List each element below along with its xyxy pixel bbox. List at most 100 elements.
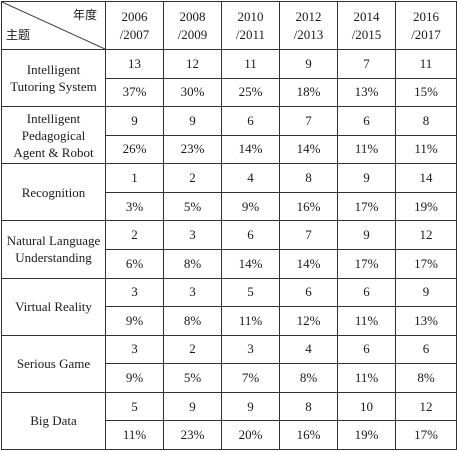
count-cell: 6 [337,106,396,136]
year-header: 2012/2013 [279,1,338,50]
percent-cell: 11% [105,420,164,450]
count-cell: 13 [105,49,164,79]
year-header: 2008/2009 [163,1,222,50]
percent-cell: 11% [337,306,396,336]
percent-cell: 19% [337,420,396,450]
count-cell: 12 [163,49,222,79]
percent-cell: 17% [337,191,396,222]
topic-cell: Intelligent Pedagogical Agent & Robot [1,106,106,165]
table-row: 9% 5% 7% 8% 11% 8% [2,363,457,393]
topic-cell: Recognition [1,163,106,222]
count-cell: 8 [279,391,338,422]
percent-cell: 13% [337,77,396,108]
count-cell: 9 [221,391,280,422]
percent-cell: 3% [105,191,164,222]
count-cell: 11 [221,49,280,79]
percent-cell: 23% [163,420,222,450]
topic-cell: Serious Game [1,334,106,393]
count-cell: 3 [163,277,222,308]
corner-cell: 年度 主题 [1,1,106,50]
table-row: 9% 8% 11% 12% 11% 13% [2,306,457,336]
table-row: 6% 8% 14% 14% 17% 17% [2,248,457,279]
count-cell: 6 [337,334,396,365]
count-cell: 9 [337,163,396,193]
percent-cell: 5% [163,191,222,222]
percent-cell: 23% [163,134,222,165]
count-cell: 10 [337,391,396,422]
percent-cell: 14% [221,134,280,165]
percent-cell: 25% [221,77,280,108]
percent-cell: 6% [105,248,164,279]
topic-cell: Natural Language Understanding [1,220,106,279]
percent-cell: 12% [279,306,338,336]
table-row: Serious Game 3 2 3 4 6 6 [1,334,457,393]
table-row: 3% 5% 9% 16% 17% 19% [2,191,457,222]
count-cell: 8 [395,106,457,136]
count-cell: 2 [163,163,222,193]
percent-cell: 11% [395,134,457,165]
percent-cell: 13% [395,306,457,336]
percent-cell: 30% [163,77,222,108]
percent-cell: 26% [105,134,164,165]
percent-cell: 14% [279,134,338,165]
percent-cell: 37% [105,77,164,108]
percent-cell: 20% [221,420,280,450]
table-row: Recognition 1 2 4 8 9 14 [1,163,457,222]
topic-cell: Virtual Reality [1,277,106,336]
table-row: Intelligent Pedagogical Agent & Robot 9 9 … [1,106,457,165]
count-cell: 3 [105,334,164,365]
percent-cell: 17% [395,420,457,450]
count-cell: 4 [221,163,280,193]
percent-cell: 8% [163,248,222,279]
count-cell: 9 [395,277,457,308]
header-row: 年度 主题 2006/2007 2008/2009 2010/2011 2012… [1,1,457,50]
count-cell: 2 [163,334,222,365]
count-cell: 12 [395,391,457,422]
count-cell: 4 [279,334,338,365]
count-cell: 3 [163,220,222,250]
table-row: Natural Language Understanding 2 3 6 7 9 … [1,220,457,279]
table-row: Big Data 5 9 9 8 10 12 [1,391,457,451]
year-header: 2010/2011 [221,1,280,50]
count-cell: 9 [279,49,338,79]
topic-cell: Intelligent Tutoring System [1,48,106,108]
count-cell: 6 [395,334,457,365]
percent-cell: 11% [221,306,280,336]
count-cell: 12 [395,220,457,250]
count-cell: 3 [105,277,164,308]
table-row: 11% 23% 20% 16% 19% 17% [2,420,457,450]
count-cell: 9 [163,106,222,136]
count-cell: 6 [279,277,338,308]
year-header: 2014/2015 [337,1,396,50]
corner-year-label: 年度 [72,8,97,22]
topic-cell: Big Data [1,391,106,451]
count-cell: 7 [337,49,396,79]
percent-cell: 18% [279,77,338,108]
percent-cell: 17% [395,248,457,279]
count-cell: 7 [279,220,338,250]
percent-cell: 11% [337,134,396,165]
count-cell: 8 [279,163,338,193]
corner-topic-label: 主题 [6,28,31,42]
table-row: 26% 23% 14% 14% 11% 11% [2,134,457,165]
count-cell: 2 [105,220,164,250]
percent-cell: 16% [279,191,338,222]
count-cell: 9 [105,106,164,136]
percent-cell: 7% [221,363,280,393]
diagonal-divider [2,2,105,49]
count-cell: 5 [105,391,164,422]
count-cell: 9 [163,391,222,422]
percent-cell: 14% [221,248,280,279]
count-cell: 1 [105,163,164,193]
table-row: Intelligent Tutoring System 13 12 11 9 7 … [1,48,457,108]
percent-cell: 9% [105,363,164,393]
count-cell: 5 [221,277,280,308]
count-cell: 11 [395,49,457,79]
percent-cell: 8% [395,363,457,393]
percent-cell: 8% [163,306,222,336]
count-cell: 3 [221,334,280,365]
percent-cell: 11% [337,363,396,393]
percent-cell: 8% [279,363,338,393]
